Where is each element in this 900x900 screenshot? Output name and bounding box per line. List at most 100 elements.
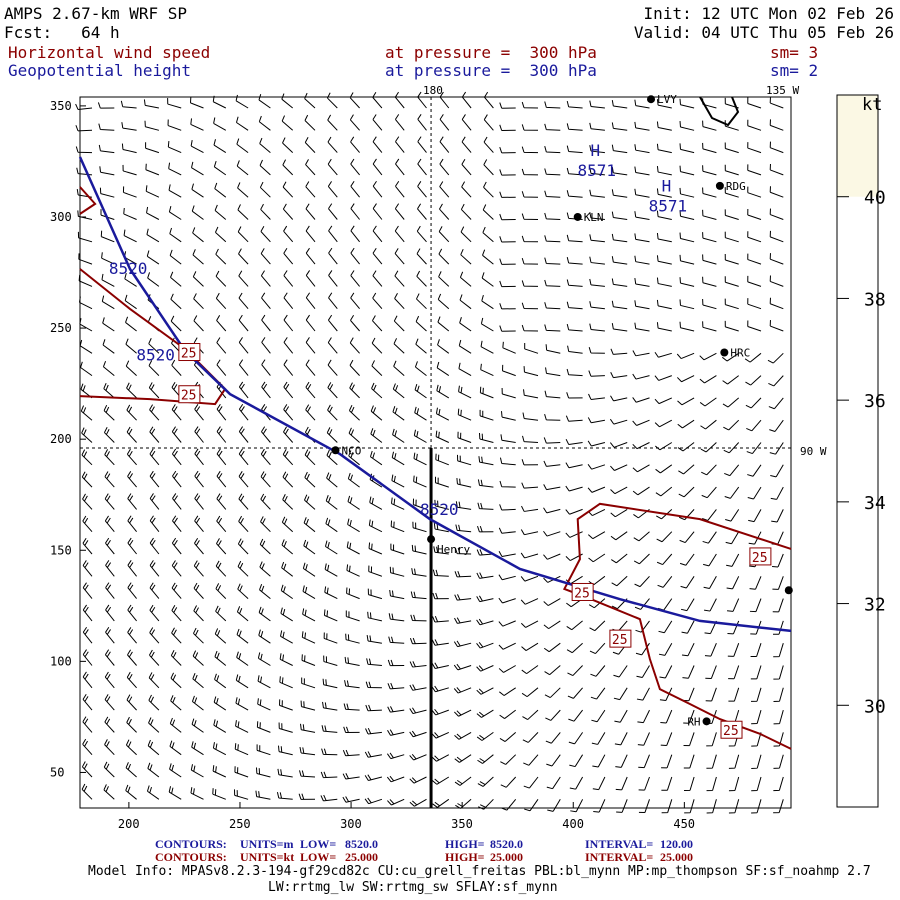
wind-barb — [751, 776, 762, 792]
wind-barb — [615, 776, 628, 791]
wind-barb — [614, 709, 628, 723]
wind-barb — [299, 770, 316, 778]
wind-barb — [411, 568, 427, 577]
wind-barb — [300, 723, 316, 733]
wind-contour-label: 25 — [574, 586, 590, 601]
wind-barb — [521, 687, 539, 698]
wind-barb — [705, 665, 717, 680]
wind-barb — [392, 428, 405, 443]
height-contour — [78, 156, 792, 633]
wind-barb — [146, 206, 160, 220]
wind-barb — [521, 665, 539, 675]
wind-barb — [260, 226, 271, 243]
wind-barb — [454, 547, 472, 555]
wind-barb — [679, 299, 695, 310]
wind-barb — [349, 114, 360, 131]
wind-barb — [149, 470, 160, 488]
wind-barb — [216, 403, 227, 421]
wind-barb — [282, 159, 294, 176]
wind-barb — [589, 323, 605, 332]
wind-barb — [215, 292, 227, 310]
wind-barb — [589, 620, 606, 632]
wind-barb — [371, 360, 383, 376]
wind-barb — [632, 350, 650, 357]
wind-barb — [371, 337, 383, 354]
wind-barb — [499, 732, 517, 742]
wind-barb — [637, 732, 650, 746]
wind-barb — [566, 123, 583, 131]
wind-barb — [370, 405, 383, 421]
wind-barb — [566, 100, 583, 109]
wind-barb — [148, 382, 160, 399]
wind-barb — [773, 709, 784, 725]
wind-barb — [283, 426, 294, 443]
wind-barb — [212, 765, 227, 778]
wind-barb — [394, 293, 405, 310]
wind-barb — [723, 442, 740, 454]
wind-barb — [728, 687, 740, 702]
wind-barb — [543, 484, 561, 491]
wind-barb — [120, 100, 137, 109]
wind-barb — [476, 687, 494, 695]
wind-barb — [724, 231, 739, 243]
wind-barb — [125, 316, 137, 332]
wind-barb — [409, 776, 427, 784]
wind-barb — [326, 427, 338, 443]
wind-speed-contour — [562, 502, 792, 750]
wind-barb — [679, 531, 695, 543]
wind-barb — [169, 740, 182, 756]
wind-barb — [194, 470, 204, 488]
wind-barb — [257, 675, 271, 689]
x-tick-label: 450 — [673, 817, 695, 831]
wind-barb — [391, 451, 405, 466]
wind-barb — [770, 464, 784, 478]
wind-barb — [654, 419, 673, 428]
wind-barb — [367, 588, 383, 600]
wind-barb — [216, 315, 227, 332]
wind-barb — [167, 98, 182, 109]
wind-barb — [521, 101, 539, 109]
wind-barb — [588, 370, 605, 377]
wind-barb — [769, 230, 784, 243]
x-tick-label: 400 — [562, 817, 584, 831]
wind-barb — [747, 208, 762, 220]
station-label: LVY — [657, 93, 677, 106]
wind-barb — [415, 338, 427, 354]
wind-barb — [637, 709, 650, 724]
wind-barb — [364, 797, 383, 805]
wind-barb — [483, 181, 494, 198]
lon-label: 135 W — [766, 84, 799, 97]
wind-barb — [371, 382, 383, 399]
wind-barb — [632, 419, 650, 426]
wind-barb — [348, 404, 360, 421]
wind-barb — [455, 501, 472, 510]
wind-barb — [656, 255, 672, 265]
wind-barb — [773, 776, 784, 792]
wind-barb — [127, 560, 137, 577]
wind-barb — [483, 159, 494, 176]
wind-barb — [190, 140, 204, 154]
wind-barb — [632, 373, 650, 380]
wind-barb — [705, 687, 717, 702]
wind-barb — [216, 337, 227, 354]
wind-barb — [169, 717, 182, 733]
wind-barb — [78, 253, 93, 265]
wind-barb — [543, 437, 561, 444]
wind-barb — [125, 762, 137, 778]
wind-barb — [238, 471, 249, 488]
wind-barb — [544, 687, 561, 699]
wind-barb — [413, 475, 427, 488]
wind-barb — [326, 472, 338, 488]
wind-barb — [367, 611, 383, 622]
wind-barb — [567, 345, 583, 354]
wind-barb — [417, 136, 427, 153]
wind-barb — [191, 183, 204, 198]
colorbar-fill — [837, 95, 878, 197]
wind-barb — [679, 553, 695, 566]
wind-barb — [634, 144, 650, 154]
wind-barb — [684, 776, 695, 792]
y-tick-label: 150 — [50, 543, 72, 557]
wind-barb — [145, 163, 160, 176]
station-dot — [573, 212, 582, 221]
wind-barb — [704, 598, 717, 612]
